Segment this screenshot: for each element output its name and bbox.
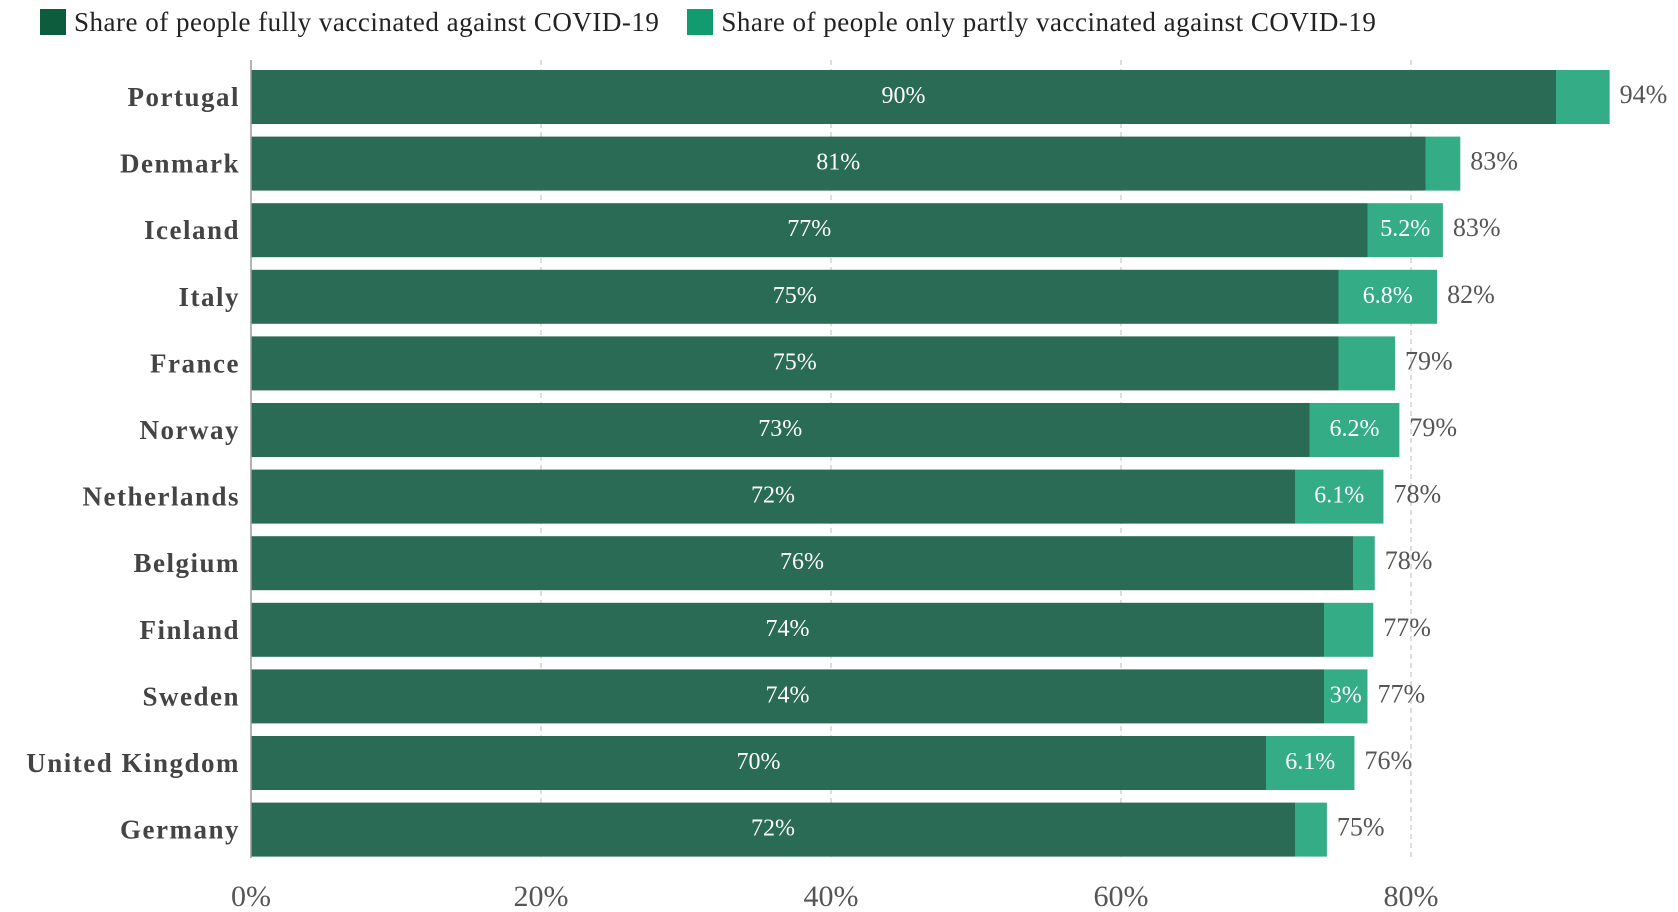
data-label-fully-vaccinated: 75% <box>773 283 817 309</box>
bar-fully-vaccinated-portugal <box>251 70 1556 124</box>
data-label-partly-vaccinated: 6.1% <box>1314 483 1364 509</box>
data-label-fully-vaccinated: 70% <box>737 749 781 775</box>
total-label: 83% <box>1470 147 1518 176</box>
data-label-fully-vaccinated: 75% <box>773 349 817 375</box>
category-label-denmark: Denmark <box>120 149 240 179</box>
total-label: 79% <box>1409 413 1457 442</box>
total-label: 94% <box>1620 80 1668 109</box>
category-label-netherlands: Netherlands <box>83 482 241 512</box>
category-label-france: France <box>150 348 240 378</box>
legend-item-partly-vaccinated[interactable]: Share of people only partly vaccinated a… <box>687 7 1376 38</box>
total-label: 76% <box>1364 746 1412 775</box>
bar-fully-vaccinated-norway <box>251 403 1310 457</box>
x-tick-label: 20% <box>514 880 569 912</box>
category-label-sweden: Sweden <box>142 681 240 711</box>
x-tick-label: 0% <box>231 880 271 912</box>
category-label-germany: Germany <box>120 815 240 845</box>
data-label-partly-vaccinated: 6.2% <box>1329 416 1379 442</box>
data-label-fully-vaccinated: 74% <box>766 682 810 708</box>
category-label-united-kingdom: United Kingdom <box>26 748 240 778</box>
bar-partly-vaccinated-italy <box>1338 269 1438 324</box>
data-label-fully-vaccinated: 72% <box>751 483 795 509</box>
category-label-italy: Italy <box>179 282 241 312</box>
bar-fully-vaccinated-iceland <box>251 203 1368 258</box>
bar-partly-vaccinated-norway <box>1309 403 1400 457</box>
bar-fully-vaccinated-united-kingdom <box>251 736 1266 790</box>
legend-item-fully-vaccinated[interactable]: Share of people fully vaccinated against… <box>40 7 659 38</box>
data-label-fully-vaccinated: 76% <box>780 549 824 575</box>
bar-partly-vaccinated-netherlands <box>1295 469 1384 524</box>
legend-swatch-partly-vaccinated <box>687 9 714 35</box>
bar-fully-vaccinated-netherlands <box>251 469 1295 524</box>
legend-label-partly-vaccinated: Share of people only partly vaccinated a… <box>721 6 1377 37</box>
category-label-finland: Finland <box>139 615 240 645</box>
bar-partly-vaccinated-belgium <box>1353 536 1375 591</box>
category-label-norway: Norway <box>140 415 240 445</box>
total-label: 77% <box>1378 679 1426 708</box>
total-label: 79% <box>1405 346 1453 375</box>
category-label-iceland: Iceland <box>144 215 240 245</box>
legend-swatch-fully-vaccinated <box>40 9 66 35</box>
total-label: 75% <box>1337 813 1385 842</box>
data-label-fully-vaccinated: 81% <box>816 150 860 176</box>
bar-partly-vaccinated-france <box>1338 336 1396 391</box>
data-label-fully-vaccinated: 90% <box>882 83 926 109</box>
bar-partly-vaccinated-united-kingdom <box>1266 736 1355 790</box>
data-label-fully-vaccinated: 72% <box>751 816 795 842</box>
total-label: 82% <box>1447 280 1495 309</box>
data-label-partly-vaccinated: 5.2% <box>1380 216 1430 242</box>
data-label-partly-vaccinated: 6.1% <box>1285 749 1335 775</box>
bar-fully-vaccinated-germany <box>251 802 1295 857</box>
x-tick-label: 40% <box>804 880 859 912</box>
data-label-fully-vaccinated: 73% <box>758 416 802 442</box>
legend: Share of people fully vaccinated against… <box>40 4 1376 40</box>
bar-fully-vaccinated-finland <box>251 602 1324 657</box>
bar-partly-vaccinated-denmark <box>1425 136 1461 191</box>
x-tick-label: 80% <box>1384 880 1439 912</box>
data-label-fully-vaccinated: 77% <box>787 216 831 242</box>
bar-fully-vaccinated-italy <box>251 269 1339 324</box>
category-label-belgium: Belgium <box>133 548 240 578</box>
bar-partly-vaccinated-portugal <box>1556 70 1610 124</box>
total-label: 77% <box>1383 613 1431 642</box>
bar-partly-vaccinated-finland <box>1324 602 1374 657</box>
bar-fully-vaccinated-sweden <box>251 669 1324 724</box>
legend-label-fully-vaccinated: Share of people fully vaccinated against… <box>74 6 660 37</box>
total-label: 83% <box>1453 213 1501 242</box>
bar-fully-vaccinated-denmark <box>251 136 1426 191</box>
total-label: 78% <box>1385 546 1433 575</box>
data-label-fully-vaccinated: 74% <box>766 616 810 642</box>
bar-fully-vaccinated-belgium <box>251 536 1353 591</box>
bar-fully-vaccinated-france <box>251 336 1339 391</box>
bar-partly-vaccinated-sweden <box>1324 669 1368 724</box>
total-label: 78% <box>1393 480 1441 509</box>
data-label-partly-vaccinated: 3% <box>1330 682 1362 708</box>
bar-partly-vaccinated-germany <box>1295 802 1327 857</box>
bar-partly-vaccinated-iceland <box>1367 203 1443 258</box>
data-label-partly-vaccinated: 6.8% <box>1363 283 1413 309</box>
x-tick-label: 60% <box>1094 880 1149 912</box>
category-label-portugal: Portugal <box>128 82 241 112</box>
